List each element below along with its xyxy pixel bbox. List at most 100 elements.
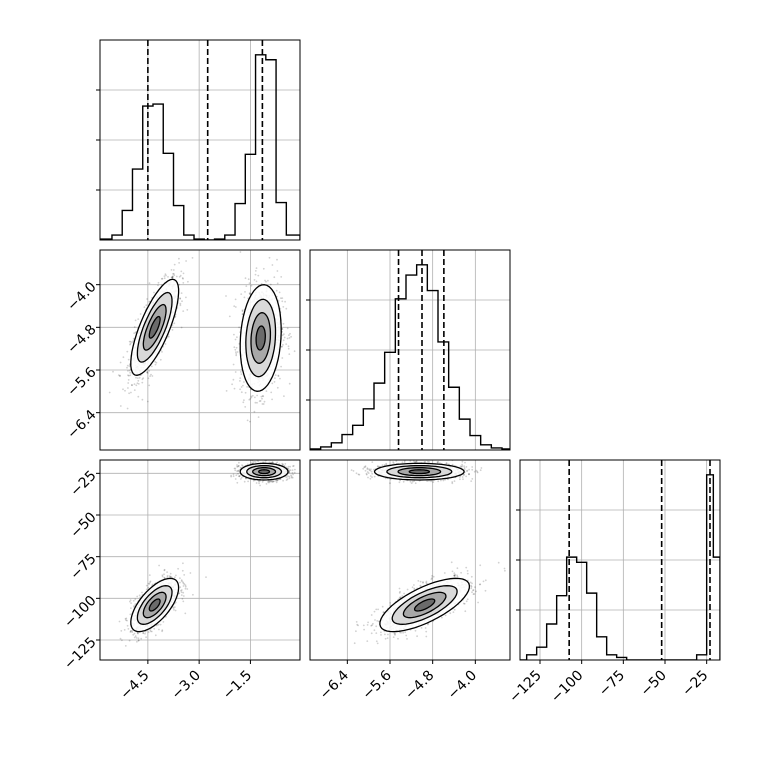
sample-point bbox=[249, 292, 251, 295]
sample-point bbox=[146, 371, 149, 374]
sample-point bbox=[366, 624, 369, 626]
sample-point bbox=[276, 258, 278, 261]
sample-point bbox=[281, 328, 284, 331]
sample-point bbox=[262, 395, 265, 398]
sample-point bbox=[425, 635, 428, 638]
sample-point bbox=[453, 574, 455, 577]
sample-point bbox=[375, 608, 378, 611]
sample-point bbox=[441, 616, 443, 619]
sample-point bbox=[268, 461, 271, 464]
sample-point bbox=[265, 390, 268, 392]
sample-point bbox=[234, 298, 237, 301]
sample-point bbox=[239, 377, 242, 379]
sample-point bbox=[155, 624, 158, 627]
sample-point bbox=[137, 395, 140, 398]
sample-point bbox=[234, 371, 237, 373]
sample-point bbox=[284, 463, 287, 465]
sample-point bbox=[179, 297, 182, 300]
sample-point bbox=[255, 482, 258, 484]
sample-point bbox=[137, 318, 140, 320]
sample-point bbox=[179, 304, 182, 307]
sample-point bbox=[290, 474, 292, 477]
sample-point bbox=[356, 623, 359, 626]
sample-point bbox=[236, 481, 239, 484]
sample-point bbox=[256, 401, 258, 404]
sample-point bbox=[129, 343, 131, 346]
sample-point bbox=[471, 582, 473, 585]
sample-point bbox=[245, 285, 248, 287]
sample-point bbox=[126, 366, 128, 369]
sample-point bbox=[243, 399, 245, 401]
sample-point bbox=[288, 382, 291, 385]
sample-point bbox=[117, 374, 120, 376]
sample-point bbox=[291, 469, 294, 471]
sample-point bbox=[182, 582, 185, 585]
sample-point bbox=[130, 391, 132, 394]
sample-point bbox=[276, 479, 278, 482]
sample-point bbox=[269, 480, 272, 482]
sample-point bbox=[159, 358, 162, 361]
sample-point bbox=[285, 476, 288, 479]
sample-point bbox=[163, 275, 166, 277]
sample-point bbox=[163, 569, 166, 572]
sample-point bbox=[141, 381, 144, 384]
sample-point bbox=[240, 373, 243, 375]
scatter-p0-p1 bbox=[99, 249, 301, 451]
sample-point bbox=[399, 596, 402, 599]
sample-point bbox=[179, 577, 181, 580]
sample-point bbox=[270, 391, 273, 394]
sample-point bbox=[290, 335, 292, 338]
sample-point bbox=[275, 289, 278, 292]
sample-point bbox=[234, 469, 237, 472]
sample-point bbox=[281, 462, 284, 465]
sample-point bbox=[178, 592, 181, 594]
sample-point bbox=[268, 480, 270, 483]
sample-point bbox=[248, 398, 251, 401]
sample-point bbox=[173, 608, 175, 611]
sample-point bbox=[274, 374, 277, 376]
sample-point bbox=[145, 584, 148, 587]
sample-point bbox=[283, 336, 286, 339]
sample-point bbox=[288, 475, 291, 478]
sample-point bbox=[375, 640, 378, 643]
sample-point bbox=[137, 639, 140, 642]
sample-point bbox=[372, 622, 374, 625]
sample-point bbox=[136, 640, 138, 643]
sample-point bbox=[138, 376, 141, 379]
sample-point bbox=[228, 315, 231, 318]
sample-point bbox=[170, 269, 173, 271]
sample-point bbox=[236, 470, 238, 472]
sample-point bbox=[172, 272, 175, 275]
sample-point bbox=[247, 278, 250, 281]
sample-point bbox=[163, 277, 166, 280]
sample-point bbox=[129, 599, 132, 601]
sample-point bbox=[283, 333, 285, 335]
sample-point bbox=[128, 369, 131, 372]
sample-point bbox=[126, 619, 128, 622]
sample-point bbox=[148, 574, 151, 576]
sample-point bbox=[244, 291, 246, 293]
sample-point bbox=[282, 306, 285, 308]
sample-point bbox=[182, 277, 184, 280]
sample-point bbox=[237, 465, 239, 468]
sample-point bbox=[466, 572, 469, 575]
sample-point bbox=[134, 598, 137, 601]
sample-point bbox=[181, 569, 184, 572]
sample-point bbox=[282, 479, 284, 482]
sample-point bbox=[239, 466, 242, 469]
sample-point bbox=[149, 375, 152, 377]
sample-point bbox=[402, 631, 404, 634]
sample-point bbox=[257, 274, 260, 277]
sample-point bbox=[192, 593, 194, 596]
sample-point bbox=[127, 628, 130, 630]
sample-point bbox=[237, 464, 240, 467]
sample-point bbox=[225, 295, 227, 297]
sample-point bbox=[236, 465, 239, 468]
sample-point bbox=[281, 334, 284, 337]
sample-point bbox=[233, 305, 236, 308]
sample-point bbox=[287, 475, 289, 477]
sample-point bbox=[255, 267, 258, 269]
sample-point bbox=[419, 584, 422, 587]
sample-point bbox=[184, 587, 187, 590]
sample-point bbox=[147, 582, 150, 585]
